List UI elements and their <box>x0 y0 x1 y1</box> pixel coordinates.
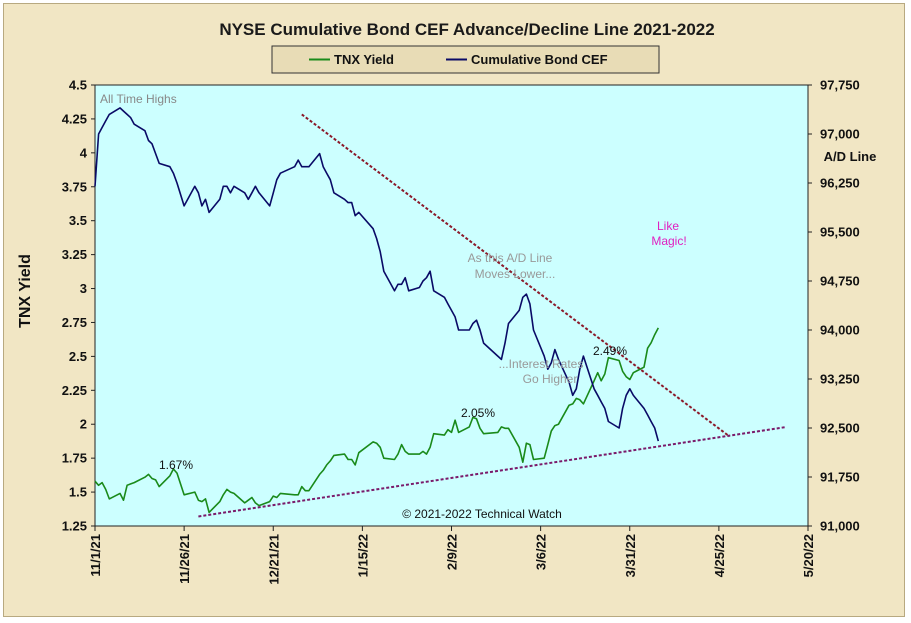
annotations: All Time Highs 1.67% 2.05% 2.49% As this… <box>100 92 687 521</box>
x-tick-label: 2/9/22 <box>445 534 460 570</box>
legend: TNX Yield Cumulative Bond CEF <box>271 45 660 74</box>
left-axis: 1.25 1.5 1.75 2 2.25 2.5 2.75 3 3.25 3.5 3.75 4 4.25… <box>62 78 95 534</box>
left-tick-label: 2.25 <box>62 383 87 398</box>
annotation-rates-2: Go Higher <box>523 372 578 386</box>
left-tick-label: 3.75 <box>62 179 87 194</box>
x-tick-label: 11/1/21 <box>88 534 103 577</box>
left-tick-label: 4.5 <box>69 78 87 93</box>
copyright: © 2021-2022 Technical Watch <box>402 507 562 521</box>
annotation-all-time-highs: All Time Highs <box>100 92 177 106</box>
annotation-tnx-1-67: 1.67% <box>159 458 193 472</box>
right-axis: 91,000 91,750 92,500 93,250 94,000 94,750 95,5… <box>808 78 860 534</box>
left-tick-label: 3 <box>80 281 87 296</box>
x-tick-label: 1/15/22 <box>355 534 370 577</box>
right-tick-label: 97,750 <box>820 78 860 93</box>
annotation-ad-line-2: Moves Lower... <box>475 267 556 281</box>
annotation-ad-line-1: As this A/D Line <box>468 251 553 265</box>
tnx-yield-line <box>94 327 660 514</box>
x-tick-label: 12/21/21 <box>266 534 281 585</box>
annotation-tnx-2-05: 2.05% <box>461 406 495 420</box>
right-tick-label: 91,000 <box>820 519 860 534</box>
right-tick-label: 92,500 <box>820 421 860 436</box>
left-tick-label: 3.25 <box>62 247 87 262</box>
left-tick-label: 4.25 <box>62 111 87 126</box>
x-tick-label: 5/20/22 <box>801 534 816 577</box>
left-tick-label: 2 <box>80 417 87 432</box>
right-tick-label: 96,250 <box>820 176 860 191</box>
right-tick-label: 94,000 <box>820 323 860 338</box>
left-tick-label: 1.5 <box>69 485 87 500</box>
left-tick-label: 1.75 <box>62 451 87 466</box>
chart-title: NYSE Cumulative Bond CEF Advance/Decline… <box>219 20 714 39</box>
x-tick-label: 11/26/21 <box>177 534 192 584</box>
plot-area <box>94 84 809 527</box>
left-tick-label: 2.5 <box>69 349 87 364</box>
annotation-rates-1: ...Interest Rates <box>499 357 584 371</box>
annotation-tnx-2-49: 2.49% <box>593 344 627 358</box>
left-tick-label: 3.5 <box>69 213 87 228</box>
right-tick-label: 91,750 <box>820 470 860 485</box>
tnx-support-trendline <box>198 425 787 518</box>
x-tick-label: 3/6/22 <box>534 534 549 570</box>
trendlines <box>198 113 787 518</box>
left-tick-label: 1.25 <box>62 519 87 534</box>
left-tick-label: 2.75 <box>62 315 87 330</box>
x-tick-label: 3/31/22 <box>623 534 638 577</box>
right-tick-label: 95,500 <box>820 225 860 240</box>
right-tick-label: 97,000 <box>820 127 860 142</box>
ad-resistance-trendline <box>301 113 731 438</box>
legend-label-ad: Cumulative Bond CEF <box>471 52 608 67</box>
annotation-like: Like <box>657 219 679 233</box>
right-axis-label: A/D Line <box>824 149 877 164</box>
annotation-magic: Magic! <box>651 234 686 248</box>
series-lines <box>94 107 660 514</box>
left-axis-label: TNX Yield <box>17 254 34 328</box>
right-tick-label: 94,750 <box>820 274 860 289</box>
legend-label-tnx: TNX Yield <box>334 52 394 67</box>
x-axis: 11/1/21 11/26/21 12/21/21 1/15/22 2/9/22 3/6/… <box>88 526 816 585</box>
cumulative-bond-cef-line <box>94 107 660 442</box>
right-tick-label: 93,250 <box>820 372 860 387</box>
left-tick-label: 4 <box>80 145 88 160</box>
x-tick-label: 4/25/22 <box>712 534 727 577</box>
